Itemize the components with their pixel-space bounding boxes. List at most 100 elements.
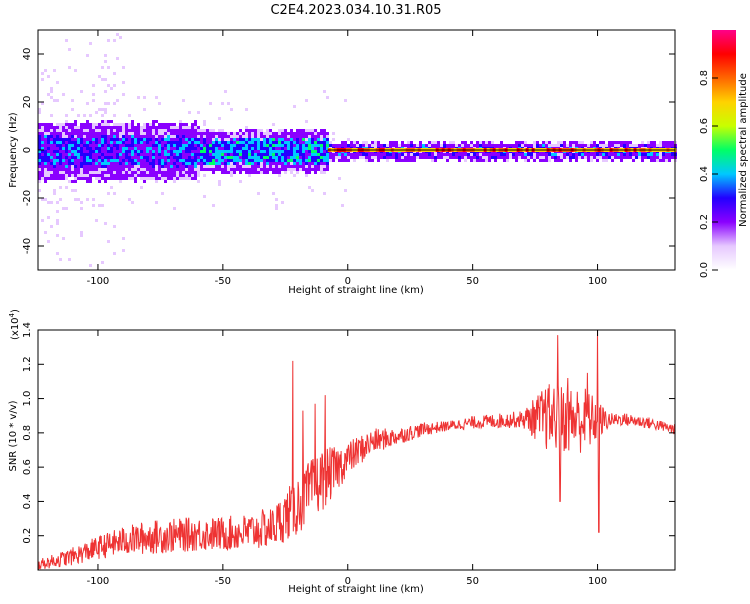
spectrogram-cell	[482, 159, 485, 162]
spectrogram-cell	[278, 165, 281, 168]
spectrogram-cell	[548, 159, 551, 162]
spectrogram-cell	[173, 168, 176, 171]
spectrogram-cell	[527, 159, 530, 162]
spectrogram-cell	[281, 159, 284, 162]
spectrogram-cell	[41, 78, 44, 81]
spectrogram-cell	[98, 153, 101, 156]
spectrogram-cell	[278, 135, 281, 138]
spectrogram-cell	[224, 132, 227, 135]
spectrogram-cell	[518, 156, 521, 159]
spectrogram-cell	[668, 141, 671, 144]
spectrogram-cell	[242, 135, 245, 138]
spectrogram-cell	[56, 210, 59, 213]
spectrogram-cell	[167, 141, 170, 144]
spectrogram-cell	[74, 141, 77, 144]
spectrogram-cell	[641, 144, 644, 147]
spectrogram-cell	[245, 168, 248, 171]
spectrogram-cell	[125, 132, 128, 135]
spectrogram-cell	[191, 144, 194, 147]
spectrogram-cell	[311, 144, 314, 147]
spectrogram-cell	[101, 78, 104, 81]
spectrogram-cell	[614, 144, 617, 147]
spectrogram-cell	[146, 174, 149, 177]
spectrogram-cell	[272, 168, 275, 171]
spectrogram-cell	[53, 177, 56, 180]
spectrogram-cell	[599, 141, 602, 144]
spectrogram-cell	[629, 141, 632, 144]
spectrogram-cell	[611, 156, 614, 159]
spectrogram-cell	[566, 144, 569, 147]
spectrogram-cell	[254, 132, 257, 135]
spectrogram-cell	[266, 147, 269, 150]
spectrogram-cell	[143, 165, 146, 168]
spectrogram-cell	[473, 153, 476, 156]
spectrogram-cell	[548, 141, 551, 144]
spectrogram-cell	[278, 153, 281, 156]
spectrogram-cell	[125, 147, 128, 150]
spectrogram-cell	[305, 153, 308, 156]
spectrogram-cell	[398, 144, 401, 147]
spectrogram-cell	[215, 138, 218, 141]
spectrogram-cell	[194, 135, 197, 138]
spectrogram-cell	[167, 150, 170, 153]
spectrogram-cell	[326, 150, 329, 153]
spectrogram-cell	[197, 159, 200, 162]
spectrogram-cell	[218, 129, 221, 132]
spectrogram-cell	[146, 147, 149, 150]
spectrogram-cell	[482, 153, 485, 156]
spectrogram-cell	[518, 153, 521, 156]
spectrogram-cell	[83, 174, 86, 177]
spectrogram-cell	[293, 138, 296, 141]
spectrogram-cell	[638, 153, 641, 156]
spectrogram-cell	[155, 159, 158, 162]
spectrogram-cell	[305, 150, 308, 153]
spectrogram-cell	[221, 150, 224, 153]
spectrogram-cell	[203, 153, 206, 156]
spectrogram-cell	[239, 153, 242, 156]
spectrogram-cell	[656, 153, 659, 156]
spectrogram-cell	[245, 159, 248, 162]
spectrogram-cell	[155, 126, 158, 129]
spectrogram-cell	[356, 144, 359, 147]
spectrogram-cell	[203, 162, 206, 165]
spectrogram-cell	[134, 159, 137, 162]
spectrogram-cell	[104, 147, 107, 150]
spectrogram-cell	[569, 141, 572, 144]
spectrogram-cell	[326, 165, 329, 168]
spectrogram-cell	[170, 144, 173, 147]
spectrogram-cell	[56, 129, 59, 132]
spectrogram-cell	[62, 174, 65, 177]
spectrogram-cell	[149, 126, 152, 129]
spectrogram-cell	[122, 177, 125, 180]
spectrogram-cell	[167, 156, 170, 159]
spectrogram-cell	[143, 135, 146, 138]
spectrogram-cell	[230, 171, 233, 174]
spectrogram-cell	[446, 159, 449, 162]
spectrogram-cell	[239, 156, 242, 159]
spectrogram-cell	[110, 174, 113, 177]
spectrogram-cell	[53, 141, 56, 144]
spectrogram-cell	[71, 147, 74, 150]
spectrogram-cell	[71, 138, 74, 141]
spectrogram-cell	[44, 141, 47, 144]
spectrogram-cell	[263, 153, 266, 156]
spectrogram-cell	[50, 123, 53, 126]
spectrogram-cell	[41, 72, 44, 75]
snr-xtick-label: 100	[588, 576, 607, 587]
spectrogram-cell	[299, 153, 302, 156]
spectrogram-cell	[80, 150, 83, 153]
spectrogram-cell	[299, 168, 302, 171]
spectrogram-cell	[290, 171, 293, 174]
spectrogram-cell	[59, 135, 62, 138]
spectrogram-cell	[179, 165, 182, 168]
spectrogram-cell	[86, 150, 89, 153]
spectrogram-cell	[605, 156, 608, 159]
spectrogram-cell	[95, 138, 98, 141]
spectrogram-cell	[161, 156, 164, 159]
spectrogram-cell	[41, 138, 44, 141]
spectrogram-cell	[158, 141, 161, 144]
spectrogram-cell	[98, 168, 101, 171]
spectrogram-cell	[140, 174, 143, 177]
spectrogram-cell	[284, 129, 287, 132]
spectrogram-cell	[209, 138, 212, 141]
